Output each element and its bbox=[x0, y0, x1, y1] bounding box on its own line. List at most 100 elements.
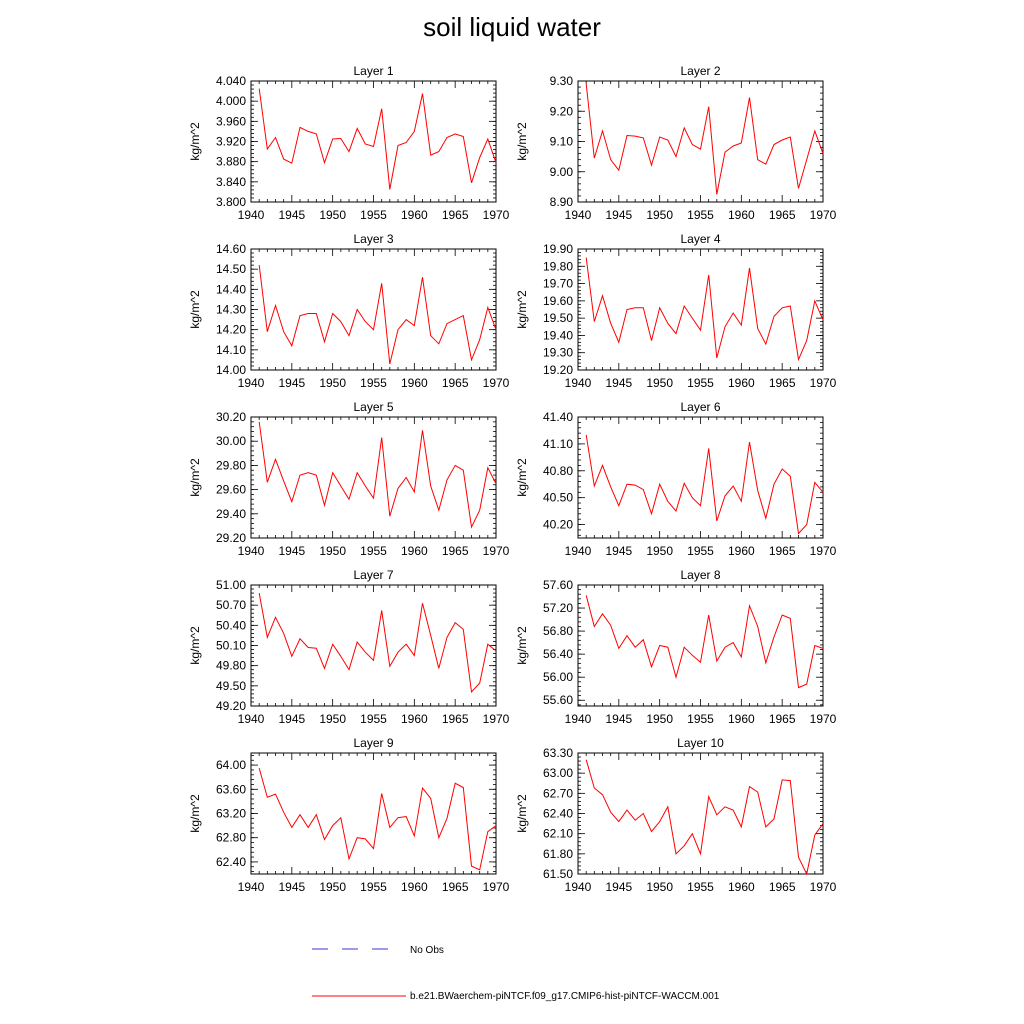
x-tick-label: 1965 bbox=[769, 880, 796, 894]
y-tick-label: 19.70 bbox=[543, 277, 573, 291]
y-tick-label: 56.40 bbox=[543, 647, 573, 661]
x-tick-label: 1960 bbox=[401, 712, 428, 726]
panel-2: Layer 2 kg/m^2 1940 1945 1950 1955 1960 1965 197… bbox=[515, 64, 837, 222]
x-tick-label: 1960 bbox=[728, 712, 755, 726]
x-tick-label: 1965 bbox=[769, 208, 796, 222]
x-tick-label: 1955 bbox=[360, 880, 387, 894]
series-line bbox=[258, 88, 497, 190]
y-tick-label: 19.30 bbox=[543, 346, 573, 360]
x-tick-label: 1955 bbox=[687, 712, 714, 726]
x-tick-label: 1960 bbox=[401, 544, 428, 558]
x-tick-label: 1945 bbox=[278, 712, 305, 726]
x-tick-label: 1965 bbox=[769, 544, 796, 558]
y-tick-label: 9.30 bbox=[550, 74, 574, 88]
x-tick-label: 1955 bbox=[687, 544, 714, 558]
x-tick-label: 1970 bbox=[483, 880, 510, 894]
y-tick-label: 19.50 bbox=[543, 311, 573, 325]
y-tick-label: 19.60 bbox=[543, 294, 573, 308]
series-line bbox=[585, 595, 824, 689]
x-tick-label: 1965 bbox=[442, 880, 469, 894]
y-tick-label: 62.80 bbox=[216, 831, 246, 845]
x-tick-label: 1955 bbox=[360, 376, 387, 390]
legend-label-no-obs: No Obs bbox=[410, 945, 444, 956]
x-tick-label: 1950 bbox=[319, 376, 346, 390]
y-tick-label: 63.60 bbox=[216, 782, 246, 796]
y-tick-label: 30.00 bbox=[216, 434, 246, 448]
y-tick-label: 29.40 bbox=[216, 507, 246, 521]
y-tick-label: 50.40 bbox=[216, 618, 246, 632]
y-tick-label: 63.30 bbox=[543, 746, 573, 760]
plot-frame bbox=[577, 416, 824, 539]
panel-title: Layer 7 bbox=[353, 568, 393, 582]
y-tick-label: 61.80 bbox=[543, 847, 573, 861]
x-tick-label: 1940 bbox=[565, 712, 592, 726]
x-tick-label: 1940 bbox=[565, 544, 592, 558]
y-tick-label: 62.70 bbox=[543, 786, 573, 800]
plot-frame bbox=[250, 80, 497, 203]
panel-title: Layer 3 bbox=[353, 232, 393, 246]
panel-title: Layer 8 bbox=[680, 568, 720, 582]
y-axis-label: kg/m^2 bbox=[515, 122, 529, 161]
x-tick-label: 1965 bbox=[442, 712, 469, 726]
x-tick-label: 1940 bbox=[238, 544, 265, 558]
panel-title: Layer 5 bbox=[353, 400, 393, 414]
x-tick-label: 1945 bbox=[278, 880, 305, 894]
x-tick-label: 1940 bbox=[565, 376, 592, 390]
y-tick-label: 14.10 bbox=[216, 343, 246, 357]
y-tick-label: 62.10 bbox=[543, 827, 573, 841]
x-tick-label: 1970 bbox=[810, 376, 837, 390]
y-tick-label: 40.50 bbox=[543, 491, 573, 505]
x-tick-label: 1955 bbox=[687, 208, 714, 222]
panel-6: Layer 6 kg/m^2 1940 1945 1950 1955 1960 1965 197… bbox=[515, 400, 837, 558]
series-line bbox=[585, 434, 824, 535]
y-tick-label: 4.000 bbox=[216, 94, 246, 108]
plot-frame bbox=[577, 248, 824, 371]
plot-frame bbox=[577, 584, 824, 707]
x-tick-label: 1970 bbox=[810, 712, 837, 726]
x-tick-label: 1950 bbox=[319, 712, 346, 726]
x-tick-label: 1970 bbox=[483, 376, 510, 390]
x-tick-label: 1945 bbox=[605, 376, 632, 390]
panel-5: Layer 5 kg/m^2 1940 1945 1950 1955 1960 1965 197… bbox=[188, 400, 510, 558]
y-tick-label: 29.20 bbox=[216, 531, 246, 545]
x-tick-label: 1960 bbox=[401, 376, 428, 390]
y-axis-label: kg/m^2 bbox=[188, 458, 202, 497]
y-tick-label: 9.00 bbox=[550, 165, 574, 179]
panel-7: Layer 7 kg/m^2 1940 1945 1950 1955 1960 1965 197… bbox=[188, 568, 510, 726]
y-tick-label: 41.40 bbox=[543, 410, 573, 424]
y-tick-label: 56.80 bbox=[543, 624, 573, 638]
y-axis-label: kg/m^2 bbox=[188, 794, 202, 833]
x-tick-label: 1945 bbox=[605, 208, 632, 222]
panel-3: Layer 3 kg/m^2 1940 1945 1950 1955 1960 1965 197… bbox=[188, 232, 510, 390]
y-axis-label: kg/m^2 bbox=[188, 626, 202, 665]
x-tick-label: 1950 bbox=[646, 544, 673, 558]
x-tick-label: 1945 bbox=[605, 544, 632, 558]
y-tick-label: 4.040 bbox=[216, 74, 246, 88]
plot-frame bbox=[577, 80, 824, 203]
y-tick-label: 49.20 bbox=[216, 699, 246, 713]
y-tick-label: 14.00 bbox=[216, 363, 246, 377]
y-tick-label: 49.50 bbox=[216, 679, 246, 693]
x-tick-label: 1955 bbox=[360, 208, 387, 222]
y-tick-label: 57.20 bbox=[543, 601, 573, 615]
y-tick-label: 9.10 bbox=[550, 135, 574, 149]
y-tick-label: 8.90 bbox=[550, 195, 574, 209]
x-tick-label: 1950 bbox=[319, 880, 346, 894]
x-tick-label: 1960 bbox=[728, 880, 755, 894]
y-tick-label: 50.70 bbox=[216, 598, 246, 612]
panel-4: Layer 4 kg/m^2 1940 1945 1950 1955 1960 1965 197… bbox=[515, 232, 837, 390]
x-tick-label: 1945 bbox=[605, 880, 632, 894]
y-tick-label: 40.20 bbox=[543, 518, 573, 532]
x-tick-label: 1950 bbox=[319, 544, 346, 558]
series-line bbox=[258, 593, 497, 694]
y-tick-label: 19.80 bbox=[543, 259, 573, 273]
y-axis-label: kg/m^2 bbox=[515, 290, 529, 329]
y-tick-label: 14.50 bbox=[216, 262, 246, 276]
panel-9: Layer 9 kg/m^2 1940 1945 1950 1955 1960 1965 197… bbox=[188, 736, 510, 894]
x-tick-label: 1940 bbox=[565, 208, 592, 222]
y-tick-label: 14.20 bbox=[216, 323, 246, 337]
x-tick-label: 1955 bbox=[687, 376, 714, 390]
y-axis-label: kg/m^2 bbox=[188, 290, 202, 329]
y-tick-label: 29.60 bbox=[216, 483, 246, 497]
